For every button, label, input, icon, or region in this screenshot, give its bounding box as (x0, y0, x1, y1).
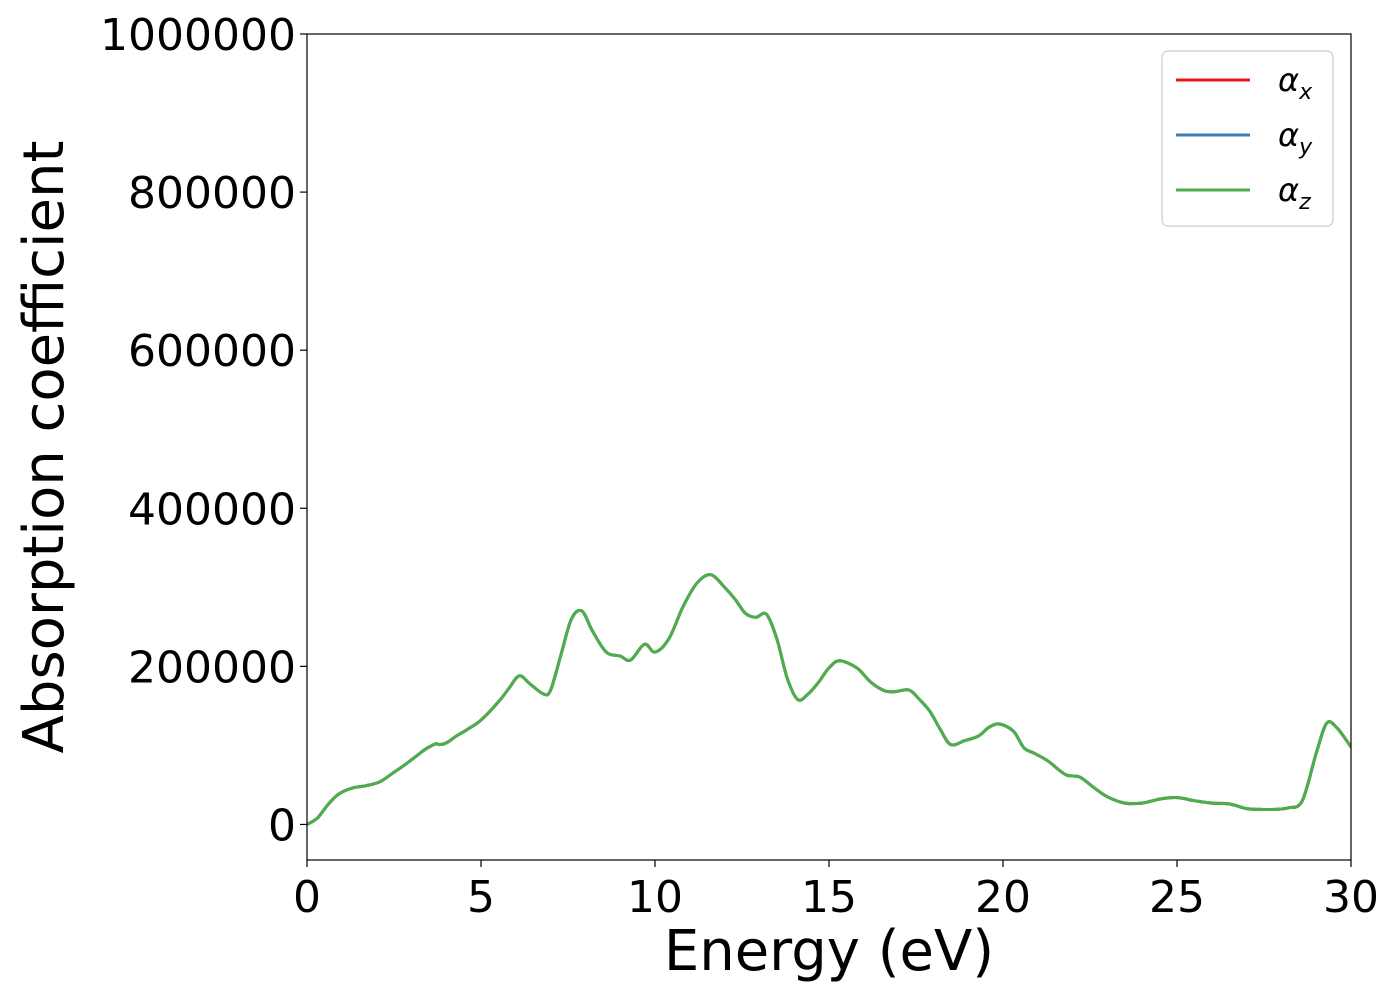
legend-subscript-y: y (1298, 135, 1313, 160)
x-tick-label: 25 (1149, 872, 1205, 923)
x-tick-label: 20 (975, 872, 1031, 923)
x-axis: 0 5 10 15 20 25 30 (293, 860, 1379, 923)
y-tick-label: 600000 (128, 326, 296, 377)
x-tick-label: 5 (467, 872, 495, 923)
y-tick-label: 800000 (128, 168, 296, 219)
y-tick-label: 0 (268, 800, 296, 851)
x-tick-label: 10 (627, 872, 683, 923)
legend-subscript-x: x (1298, 80, 1313, 105)
y-tick-label: 1000000 (100, 10, 296, 61)
legend-subscript-z: z (1298, 190, 1311, 215)
y-axis-label: Absorption coefficient (12, 141, 77, 754)
y-tick-label: 400000 (128, 484, 296, 535)
series-line-z (307, 573, 1351, 826)
x-tick-label: 15 (801, 872, 857, 923)
x-tick-label: 0 (293, 872, 321, 923)
y-axis: 0 200000 400000 600000 800000 1000000 (100, 10, 307, 851)
legend-box (1161, 50, 1334, 227)
x-axis-label: Energy (eV) (664, 919, 994, 984)
plot-area (307, 573, 1351, 826)
x-tick-label: 30 (1323, 872, 1379, 923)
y-tick-label: 200000 (128, 642, 296, 693)
